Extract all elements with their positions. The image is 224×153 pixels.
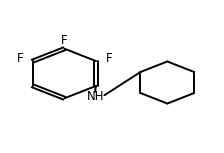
Text: F: F: [17, 52, 23, 65]
Text: NH: NH: [87, 90, 105, 103]
Text: F: F: [106, 52, 112, 65]
Text: F: F: [61, 34, 68, 47]
